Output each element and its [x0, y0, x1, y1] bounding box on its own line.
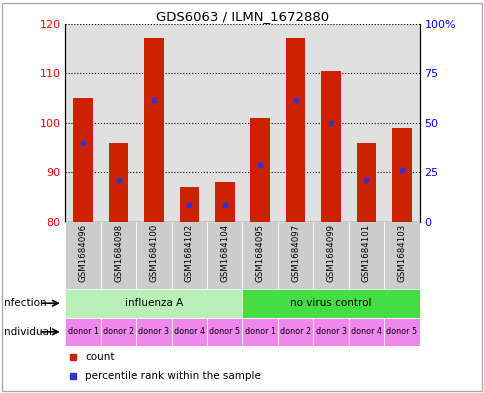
Text: donor 2: donor 2 — [279, 327, 311, 336]
Text: infection: infection — [1, 298, 46, 309]
Text: donor 5: donor 5 — [209, 327, 240, 336]
Bar — [65, 222, 101, 289]
Text: donor 1: donor 1 — [244, 327, 275, 336]
Bar — [171, 318, 207, 346]
Bar — [277, 318, 313, 346]
Text: donor 4: donor 4 — [174, 327, 204, 336]
Text: percentile rank within the sample: percentile rank within the sample — [85, 371, 260, 381]
Text: GSM1684095: GSM1684095 — [255, 224, 264, 282]
Bar — [136, 318, 171, 346]
Bar — [207, 222, 242, 289]
Text: influenza A: influenza A — [124, 298, 183, 308]
Bar — [320, 71, 340, 222]
Bar — [101, 318, 136, 346]
Text: donor 5: donor 5 — [385, 327, 417, 336]
Text: individual: individual — [1, 327, 52, 337]
Bar — [242, 318, 277, 346]
Bar — [383, 222, 419, 289]
Bar — [144, 39, 164, 222]
Text: GSM1684101: GSM1684101 — [361, 224, 370, 282]
Bar — [179, 187, 199, 222]
Bar — [101, 222, 136, 289]
Text: GSM1684104: GSM1684104 — [220, 224, 229, 282]
Bar — [136, 222, 171, 289]
Bar — [313, 222, 348, 289]
Bar — [391, 128, 411, 222]
Bar — [214, 182, 234, 222]
Text: GSM1684100: GSM1684100 — [149, 224, 158, 282]
Bar — [108, 143, 128, 222]
Bar — [207, 318, 242, 346]
Text: GSM1684102: GSM1684102 — [184, 224, 194, 282]
Bar — [242, 222, 277, 289]
Text: count: count — [85, 352, 114, 362]
Text: donor 4: donor 4 — [350, 327, 381, 336]
Bar — [348, 318, 383, 346]
Bar — [356, 143, 376, 222]
Bar — [242, 289, 419, 318]
Text: donor 1: donor 1 — [68, 327, 98, 336]
Text: GSM1684099: GSM1684099 — [326, 224, 335, 282]
Text: GSM1684096: GSM1684096 — [78, 224, 88, 282]
Text: donor 3: donor 3 — [138, 327, 169, 336]
Bar — [171, 222, 207, 289]
Bar — [383, 318, 419, 346]
Text: donor 3: donor 3 — [315, 327, 346, 336]
Bar — [348, 222, 383, 289]
Text: no virus control: no virus control — [289, 298, 371, 308]
Bar — [277, 222, 313, 289]
Text: donor 2: donor 2 — [103, 327, 134, 336]
Text: GSM1684103: GSM1684103 — [396, 224, 406, 282]
Bar — [65, 318, 101, 346]
Bar — [285, 39, 305, 222]
Text: GSM1684097: GSM1684097 — [290, 224, 300, 282]
Bar — [73, 98, 93, 222]
Text: GSM1684098: GSM1684098 — [114, 224, 123, 282]
Bar — [313, 318, 348, 346]
Text: GDS6063 / ILMN_1672880: GDS6063 / ILMN_1672880 — [156, 10, 328, 23]
Bar — [65, 289, 242, 318]
Bar — [250, 118, 270, 222]
